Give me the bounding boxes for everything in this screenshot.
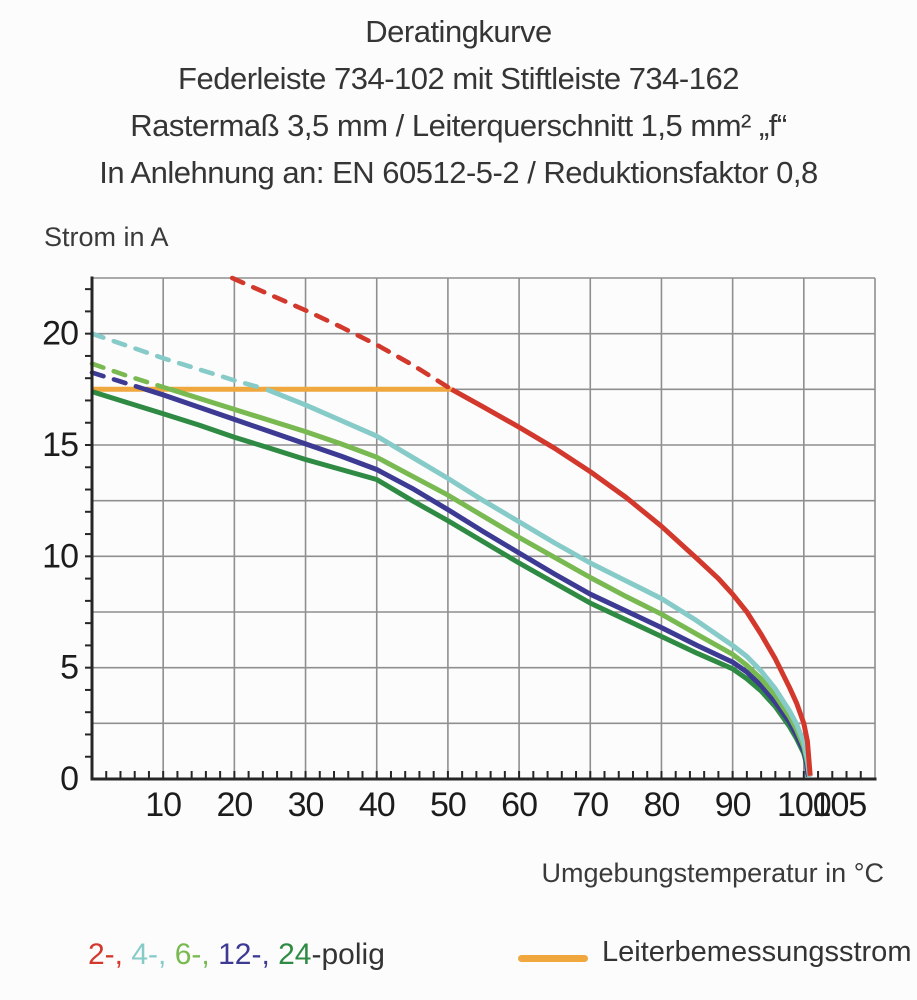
y-axis-caption: Strom in A bbox=[44, 222, 169, 252]
chart-subtitle-product: Federleiste 734-102 mit Stiftleiste 734-… bbox=[178, 61, 739, 96]
x-tick-label: 60 bbox=[501, 786, 537, 824]
pole-legend-item: 12-, bbox=[218, 938, 270, 971]
x-tick-label: 90 bbox=[715, 786, 751, 824]
x-tick-label: 10 bbox=[145, 786, 181, 824]
series-24-polig bbox=[91, 389, 811, 778]
y-tick-label: 20 bbox=[42, 315, 78, 353]
x-tick-label: 105 bbox=[813, 786, 867, 824]
pole-legend-suffix: -polig bbox=[311, 938, 385, 971]
y-tick-label: 10 bbox=[42, 537, 78, 575]
chart-subtitle-norm: In Anlehnung an: EN 60512-5-2 / Reduktio… bbox=[99, 155, 818, 190]
y-tick-label: 0 bbox=[60, 760, 78, 798]
x-tick-label: 80 bbox=[644, 786, 680, 824]
x-tick-label: 20 bbox=[216, 786, 252, 824]
pole-legend-item: 4-, bbox=[131, 938, 167, 971]
x-axis-caption: Umgebungstemperatur in °C bbox=[541, 858, 884, 888]
chart-title-block: Deratingkurve Federleiste 734-102 mit St… bbox=[0, 8, 917, 196]
x-tick-label: 70 bbox=[572, 786, 608, 824]
pole-legend-item: 6-, bbox=[174, 938, 210, 971]
y-tick-label: 15 bbox=[42, 426, 78, 464]
cap-legend-label: Leiterbemessungsstrom bbox=[602, 936, 912, 968]
x-tick-label: 30 bbox=[288, 786, 324, 824]
pole-legend-item: 24 bbox=[278, 938, 312, 971]
cap-line-swatch-icon bbox=[518, 955, 588, 962]
series-4-polig bbox=[265, 386, 812, 778]
series-6-polig bbox=[169, 386, 812, 778]
series-2-polig-extrapolated bbox=[229, 275, 454, 392]
chart-subtitle-spec: Rastermaß 3,5 mm / Leiterquerschnitt 1,5… bbox=[130, 108, 787, 143]
x-tick-label: 40 bbox=[359, 786, 395, 824]
y-tick-label: 5 bbox=[60, 649, 78, 687]
x-tick-label: 50 bbox=[430, 786, 466, 824]
series-12-polig-extrapolated bbox=[89, 370, 148, 392]
pole-legend: 2-, 4-, 6-, 12-, 24-polig bbox=[88, 938, 385, 972]
series-12-polig bbox=[144, 386, 811, 778]
series-6-polig-extrapolated bbox=[89, 361, 173, 392]
x-tick-label: 100 bbox=[777, 786, 831, 824]
chart-title: Deratingkurve bbox=[365, 14, 552, 49]
series-2-polig bbox=[450, 387, 813, 776]
series-4-polig-extrapolated bbox=[89, 331, 269, 392]
pole-legend-item: 2-, bbox=[88, 938, 124, 971]
